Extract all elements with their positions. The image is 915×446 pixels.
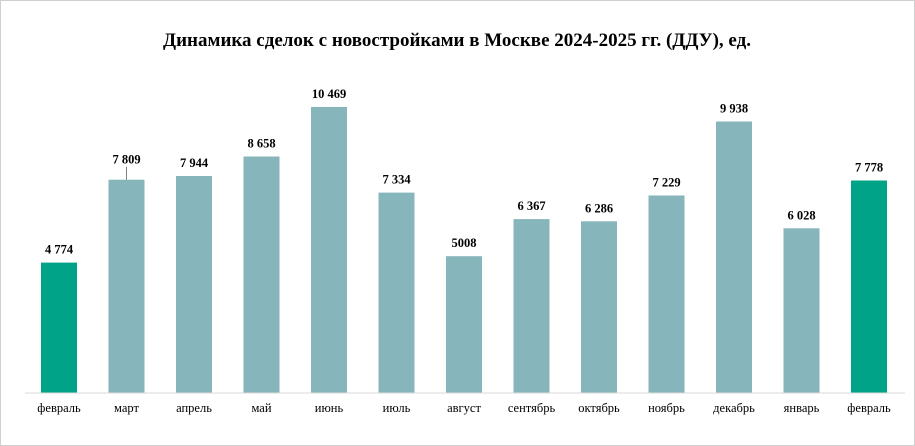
data-label-5: 7 334 xyxy=(382,173,411,187)
category-label-2: апрель xyxy=(176,401,212,415)
category-label-9: ноябрь xyxy=(648,401,685,415)
data-label-3: 8 658 xyxy=(247,137,275,151)
category-label-1: март xyxy=(114,401,139,415)
bar-4 xyxy=(311,107,347,393)
data-label-11: 6 028 xyxy=(787,208,815,222)
category-label-8: октябрь xyxy=(578,401,620,415)
bar-7 xyxy=(513,219,550,393)
category-label-12: февраль xyxy=(847,401,891,415)
bar-2 xyxy=(176,176,212,393)
category-label-5: июль xyxy=(383,401,411,415)
data-label-2: 7 944 xyxy=(180,156,209,170)
data-label-0: 4 774 xyxy=(45,243,74,257)
bar-1 xyxy=(108,179,145,393)
bar-3 xyxy=(243,156,280,393)
data-label-6: 5008 xyxy=(452,236,477,250)
bar-10 xyxy=(716,121,752,393)
data-label-8: 6 286 xyxy=(585,201,613,215)
bars-layer xyxy=(41,107,887,393)
bar-12 xyxy=(851,180,887,393)
data-label-12: 7 778 xyxy=(855,161,883,175)
category-label-10: декабрь xyxy=(713,401,755,415)
category-label-0: февраль xyxy=(37,401,81,415)
labels-layer: 4 774 февраль 7 809 март 7 944 апрель 8 658 май… xyxy=(37,87,891,415)
bar-6 xyxy=(446,256,482,393)
data-label-10: 9 938 xyxy=(720,102,748,116)
bar-11 xyxy=(783,228,820,393)
category-label-7: сентябрь xyxy=(508,401,556,415)
category-label-4: июнь xyxy=(315,401,344,415)
data-label-1: 7 809 xyxy=(112,153,140,167)
bar-5 xyxy=(378,192,415,393)
data-label-4: 10 469 xyxy=(312,87,346,101)
category-label-11: январь xyxy=(784,401,820,415)
data-label-7: 6 367 xyxy=(517,199,545,213)
bar-0 xyxy=(41,262,77,393)
bar-8 xyxy=(581,221,617,393)
category-label-6: август xyxy=(447,401,481,415)
bar-9 xyxy=(648,195,685,393)
category-label-3: май xyxy=(251,401,271,415)
data-label-9: 7 229 xyxy=(652,176,680,190)
chart-title: Динамика сделок с новостройками в Москве… xyxy=(163,30,751,51)
